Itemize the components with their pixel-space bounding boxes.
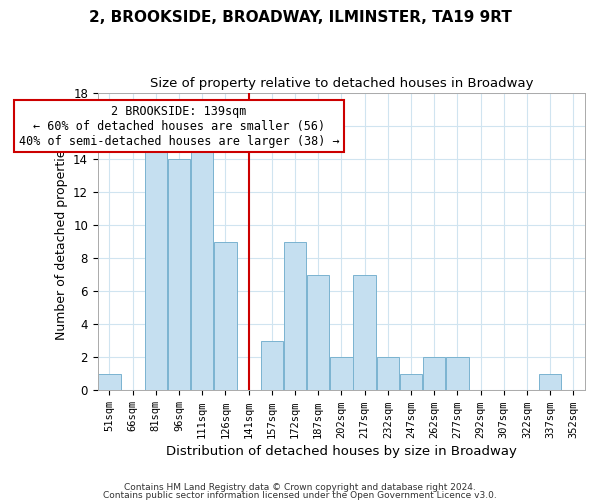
Bar: [539, 374, 562, 390]
Bar: [400, 374, 422, 390]
Bar: [377, 358, 399, 390]
Bar: [191, 142, 214, 390]
Bar: [98, 374, 121, 390]
Title: Size of property relative to detached houses in Broadway: Size of property relative to detached ho…: [149, 78, 533, 90]
Bar: [330, 358, 353, 390]
Text: Contains HM Land Registry data © Crown copyright and database right 2024.: Contains HM Land Registry data © Crown c…: [124, 484, 476, 492]
Bar: [168, 159, 190, 390]
Bar: [423, 358, 445, 390]
Bar: [260, 341, 283, 390]
Bar: [284, 242, 306, 390]
X-axis label: Distribution of detached houses by size in Broadway: Distribution of detached houses by size …: [166, 444, 517, 458]
Bar: [446, 358, 469, 390]
Bar: [145, 142, 167, 390]
Bar: [214, 242, 236, 390]
Bar: [307, 274, 329, 390]
Text: 2 BROOKSIDE: 139sqm
← 60% of detached houses are smaller (56)
40% of semi-detach: 2 BROOKSIDE: 139sqm ← 60% of detached ho…: [19, 104, 340, 148]
Y-axis label: Number of detached properties: Number of detached properties: [55, 143, 68, 340]
Text: Contains public sector information licensed under the Open Government Licence v3: Contains public sector information licen…: [103, 490, 497, 500]
Bar: [353, 274, 376, 390]
Text: 2, BROOKSIDE, BROADWAY, ILMINSTER, TA19 9RT: 2, BROOKSIDE, BROADWAY, ILMINSTER, TA19 …: [89, 10, 511, 25]
